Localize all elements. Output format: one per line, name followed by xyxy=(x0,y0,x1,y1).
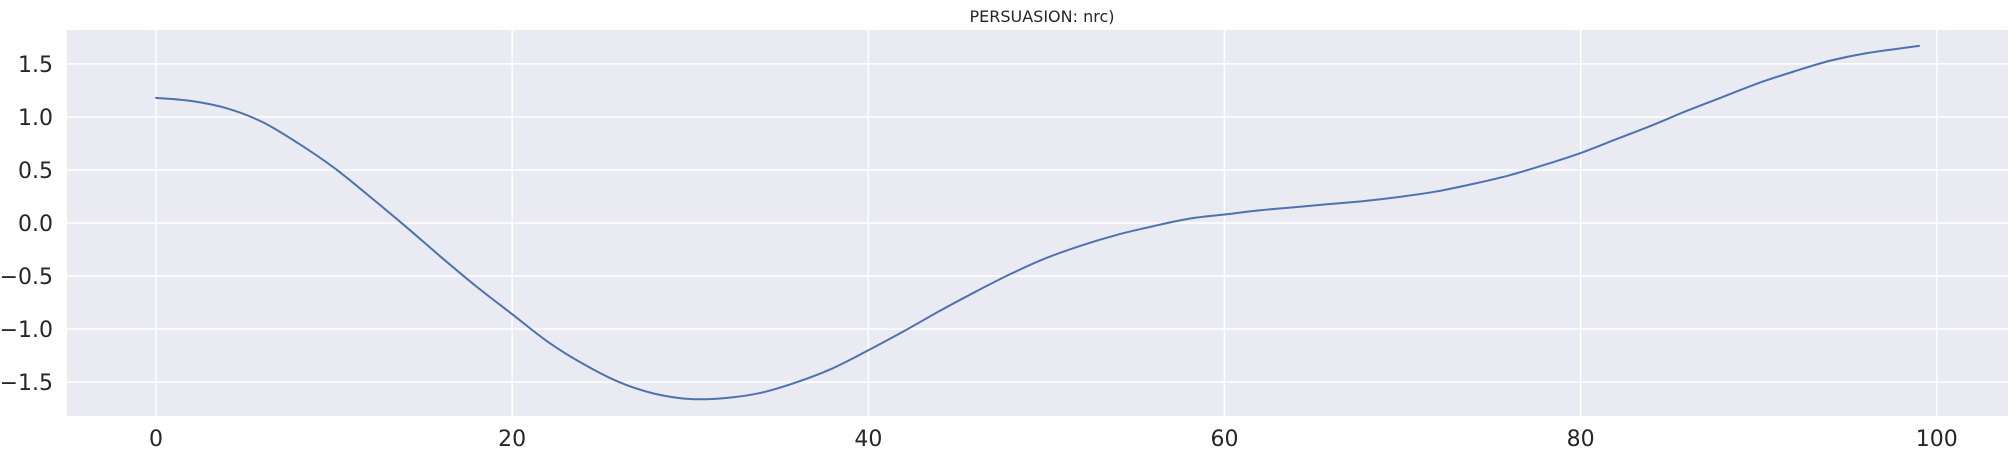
x-tick-label: 100 xyxy=(1916,427,1958,452)
y-axis-ticks: −1.5 −1.0 −0.5 0.0 0.5 1.0 1.5 xyxy=(0,53,53,396)
x-axis-ticks: 0 20 40 60 80 100 xyxy=(149,427,1958,452)
y-tick-label: −0.5 xyxy=(0,265,53,290)
x-tick-label: 80 xyxy=(1567,427,1595,452)
y-tick-label: −1.0 xyxy=(0,318,53,343)
series-line xyxy=(155,44,1920,401)
x-tick-label: 40 xyxy=(854,427,882,452)
x-tick-label: 0 xyxy=(149,427,163,452)
y-tick-label: 0.0 xyxy=(18,212,53,237)
y-tick-label: 1.0 xyxy=(18,106,53,131)
series-layer xyxy=(155,44,1920,401)
y-tick-label: 0.5 xyxy=(18,159,53,184)
y-tick-label: 1.5 xyxy=(18,53,53,78)
chart-title: PERSUASION: nrc) xyxy=(969,7,1114,26)
x-tick-label: 60 xyxy=(1210,427,1238,452)
x-tick-label: 20 xyxy=(498,427,526,452)
y-tick-label: −1.5 xyxy=(0,371,53,396)
grid-lines xyxy=(67,30,2008,416)
